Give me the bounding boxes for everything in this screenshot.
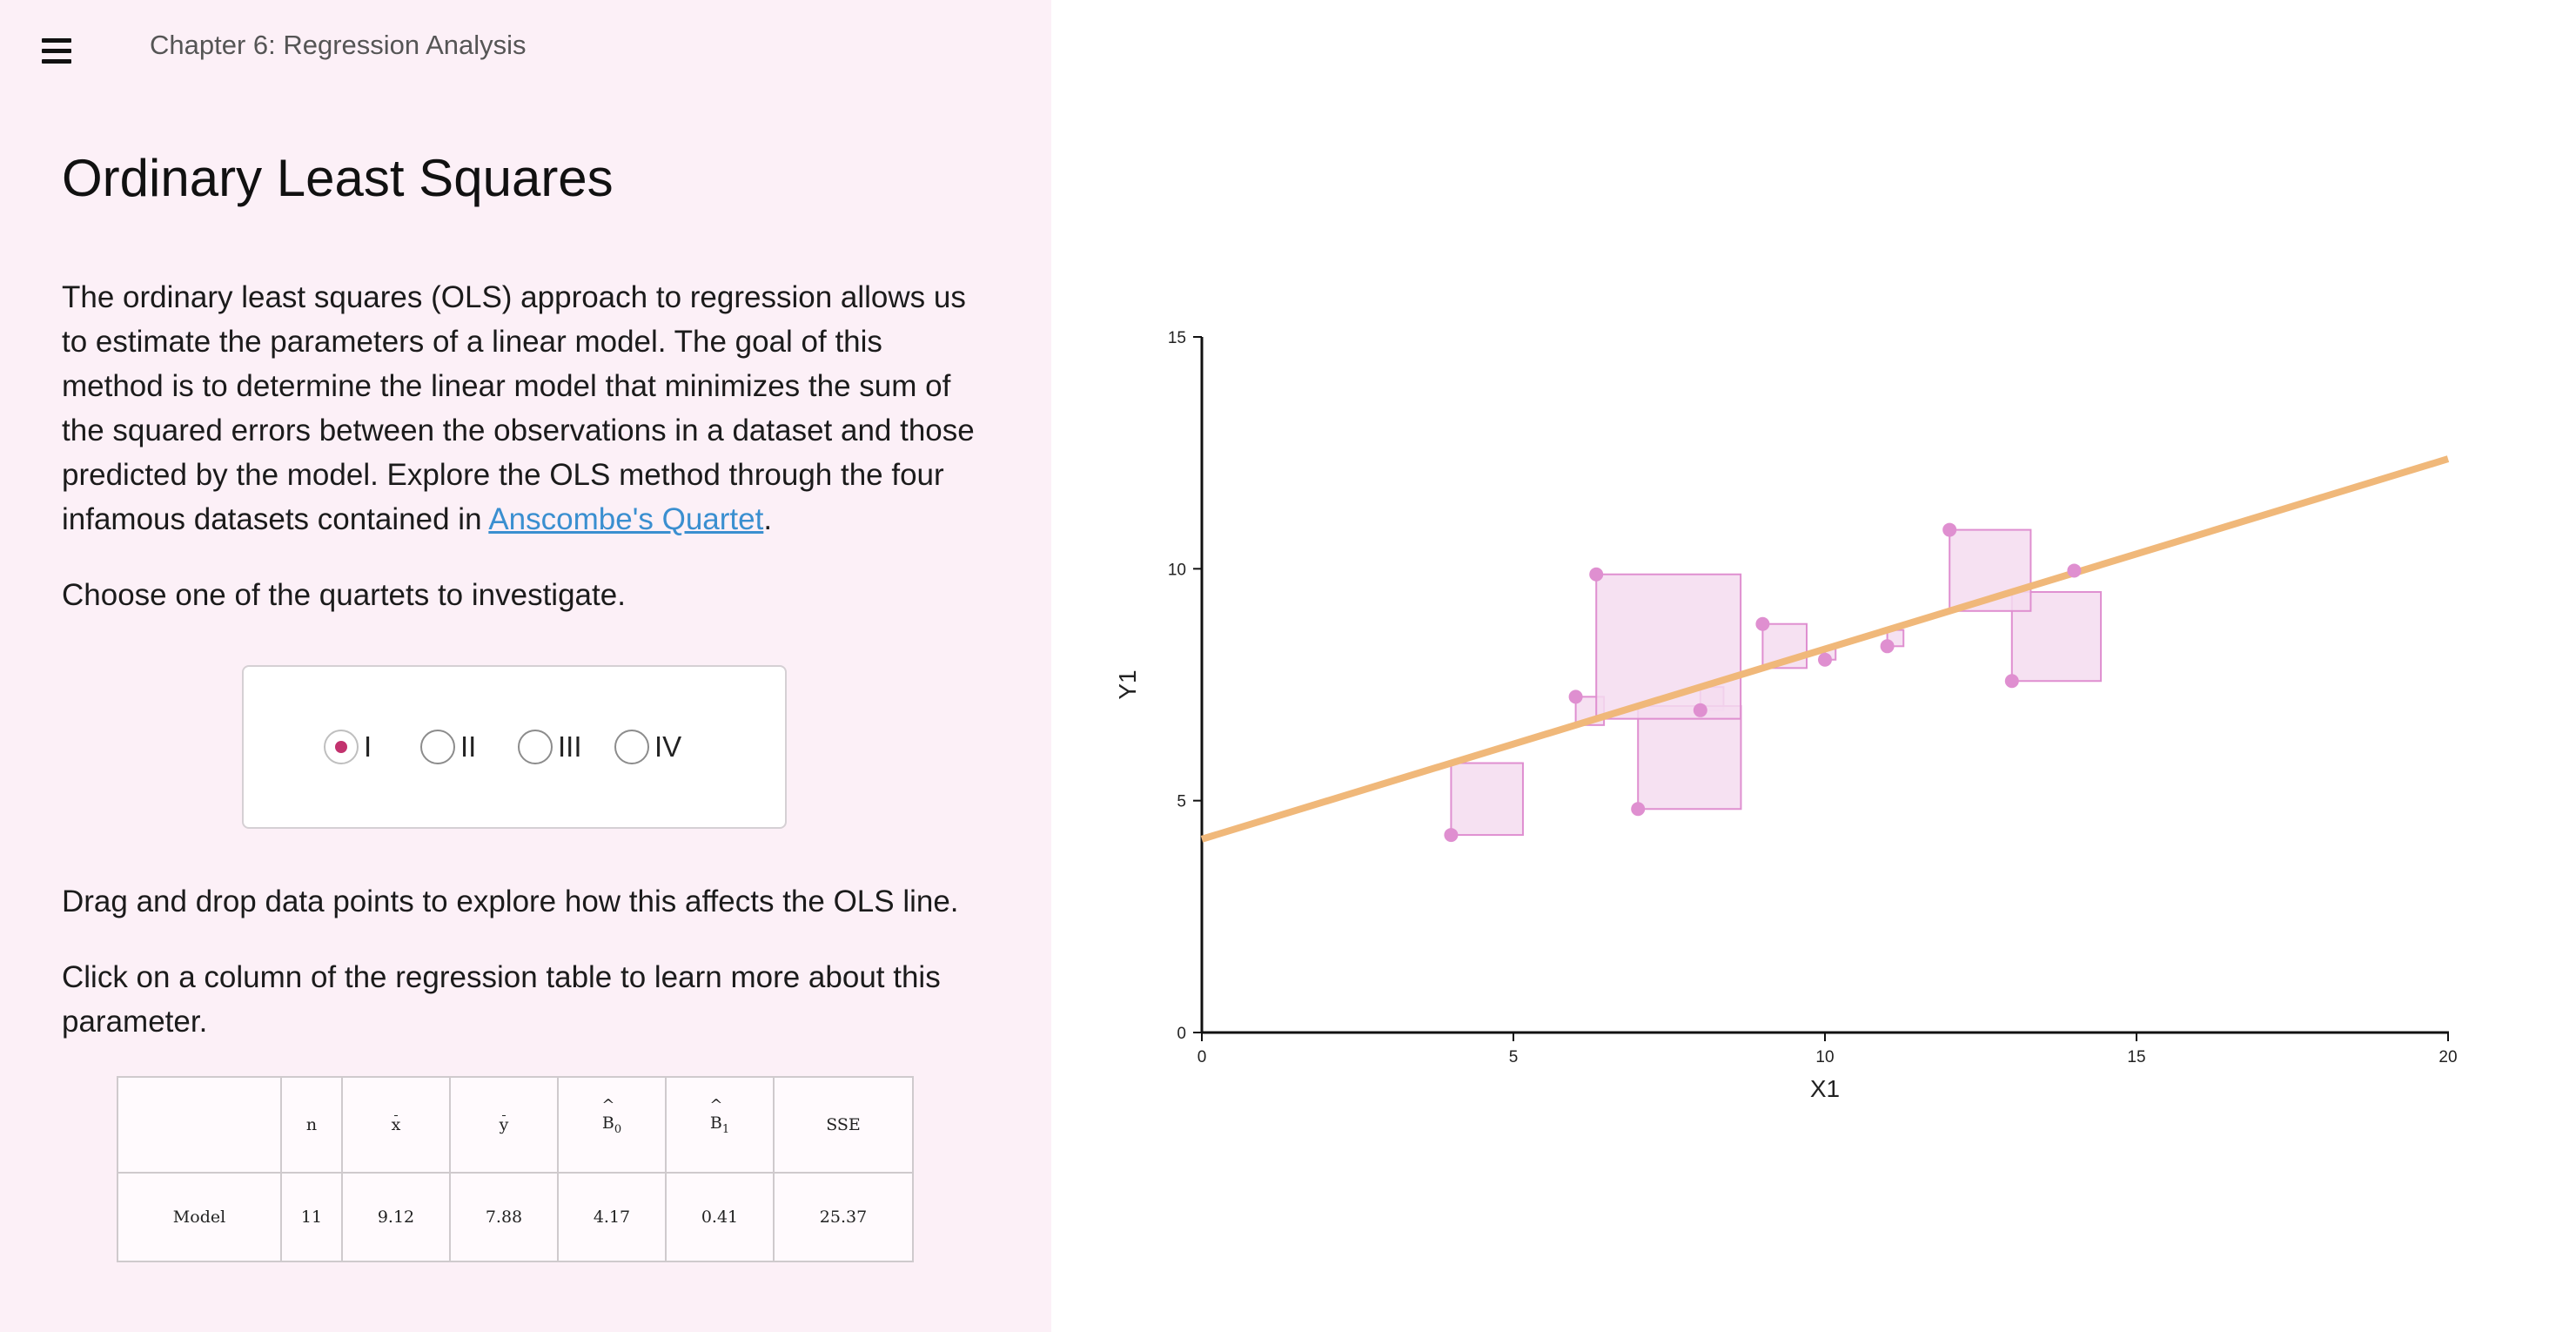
quartet-radio-iv[interactable]: IV [614,726,681,768]
radio-label: III [558,730,582,763]
choose-quartet-text: Choose one of the quartets to investigat… [62,578,626,612]
data-point[interactable] [1444,828,1459,843]
y-axis-title: Y1 [1114,669,1141,699]
x-tick-label: 10 [1815,1048,1834,1066]
regression-table: n x y B0 B1 SSE Model 11 9.12 7.88 4.17 … [117,1076,914,1262]
y-tick-label: 10 [1168,561,1186,579]
table-header-row: n x y B0 B1 SSE [117,1076,914,1174]
header-subscript: 1 [721,1122,730,1136]
header-label: B [602,1113,614,1133]
quartet-radio-i[interactable]: I [324,726,372,768]
column-header-ybar[interactable]: y [449,1076,559,1174]
anscombes-quartet-link[interactable]: Anscombe's Quartet [488,502,764,536]
chapter-title: Chapter 6: Regression Analysis [150,30,527,60]
intro-text: The ordinary least squares (OLS) approac… [62,280,975,536]
y-tick-label: 0 [1177,1025,1186,1043]
data-points [1444,522,2082,843]
data-point[interactable] [2067,563,2082,578]
quartet-radio-iii[interactable]: III [518,726,582,768]
column-header-beta1[interactable]: B1 [665,1076,775,1174]
column-header-sse[interactable]: SSE [773,1076,914,1174]
ols-line-group [1200,455,2450,843]
table-row: Model 11 9.12 7.88 4.17 0.41 25.37 [117,1172,914,1262]
x-tick-label: 15 [2127,1048,2145,1066]
data-point[interactable] [1589,567,1604,582]
header-label: n [305,1115,318,1134]
cell-xbar[interactable]: 9.12 [341,1172,451,1262]
data-point[interactable] [1942,522,1957,537]
drag-instruction-text: Drag and drop data points to explore how… [62,885,959,918]
radio-button[interactable] [420,730,455,764]
column-header-beta0[interactable]: B0 [557,1076,667,1174]
quartet-radio-ii[interactable]: II [420,726,476,768]
scatter-chart: 0 5 10 15 20 0 5 10 15 X1 Y1 [1114,329,2458,1102]
intro-paragraph: The ordinary least squares (OLS) approac… [62,275,984,542]
click-instruction-text: Click on a column of the regression tabl… [62,960,941,1039]
cell-beta1[interactable]: 0.41 [665,1172,775,1262]
header-label: SSE [826,1115,861,1134]
header-label: x [391,1115,401,1134]
data-point[interactable] [1568,690,1583,704]
column-header-xbar[interactable]: x [341,1076,451,1174]
quartet-selector: I II III IV [242,665,787,829]
data-point[interactable] [1693,703,1707,717]
radio-label: IV [654,730,682,763]
hamburger-menu-icon[interactable] [38,35,77,68]
residual-square [2010,590,2103,683]
cell-ybar[interactable]: 7.88 [449,1172,559,1262]
x-tick-label: 0 [1197,1048,1207,1066]
radio-button[interactable] [518,730,553,764]
cell-sse[interactable]: 25.37 [773,1172,914,1262]
header-subscript: 0 [614,1122,622,1136]
x-tick-label: 5 [1509,1048,1519,1066]
page-title: Ordinary Least Squares [62,149,614,207]
header-label: y [499,1115,509,1134]
ols-regression-line [1200,455,2450,843]
x-axis-title: X1 [1810,1075,1840,1102]
radio-button[interactable] [614,730,649,764]
row-label: Model [117,1172,282,1262]
intro-text-end: . [763,502,773,536]
cell-n[interactable]: 11 [280,1172,343,1262]
residual-squares [1450,528,2103,837]
left-panel: Chapter 6: Regression Analysis Ordinary … [0,0,1051,1332]
cell-beta0[interactable]: 4.17 [557,1172,667,1262]
radio-label: I [364,730,372,763]
radio-button-checked[interactable] [324,730,359,764]
residual-square [1637,705,1742,811]
header-label: B [710,1113,722,1133]
data-point[interactable] [1631,802,1646,817]
radio-label: II [460,730,477,763]
data-point[interactable] [1880,639,1895,654]
x-tick-label: 20 [2438,1048,2457,1066]
table-header-empty [117,1076,282,1174]
data-point[interactable] [1818,652,1832,667]
data-point[interactable] [2004,674,2019,689]
chart-axes: 0 5 10 15 20 0 5 10 15 [1168,329,2458,1066]
data-point[interactable] [1755,616,1770,631]
y-tick-label: 15 [1168,329,1186,347]
residual-square [1450,762,1524,837]
y-tick-label: 5 [1177,793,1186,811]
column-header-n[interactable]: n [280,1076,343,1174]
